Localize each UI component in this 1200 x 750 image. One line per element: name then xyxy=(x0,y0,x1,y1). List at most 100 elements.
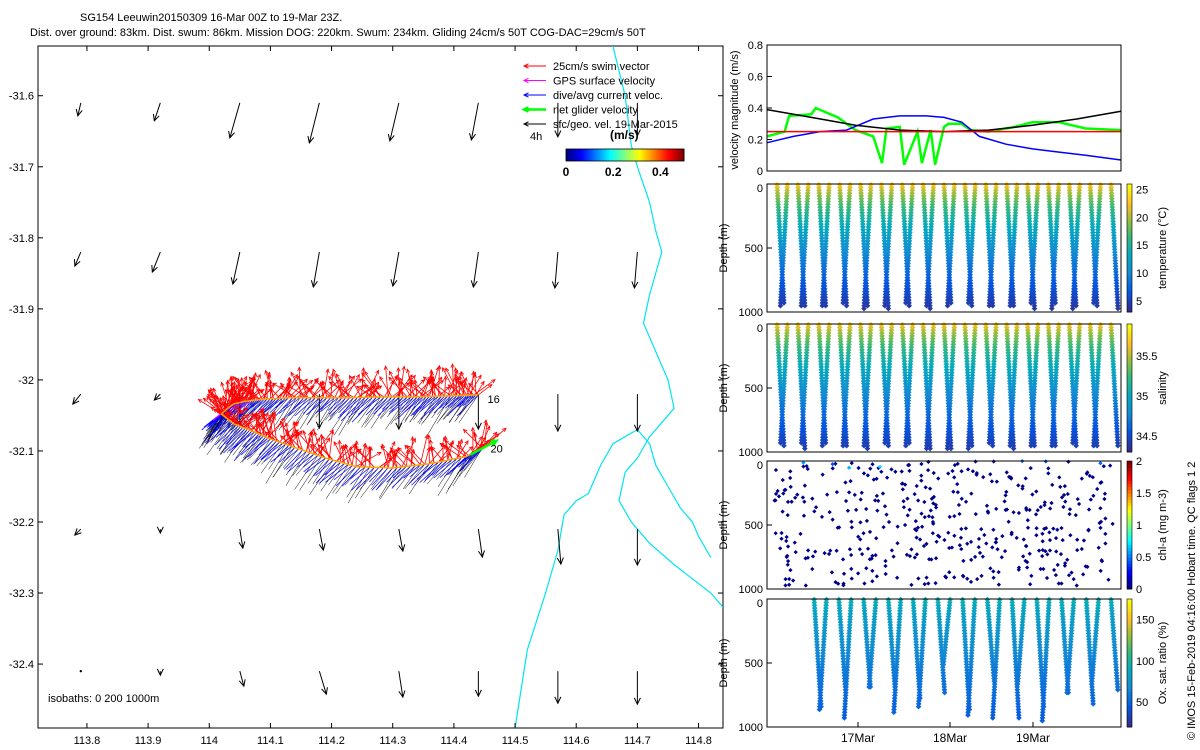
temperature-colorbar-cell xyxy=(1127,254,1132,259)
swim-vector xyxy=(406,368,415,397)
geo-vector-shaft xyxy=(557,529,562,565)
swim-vector xyxy=(405,449,410,467)
temperature-colorbar-cell xyxy=(1127,216,1132,220)
chla-point xyxy=(843,480,848,485)
swim-vector xyxy=(379,376,393,398)
swim-vector-shaft xyxy=(299,387,313,398)
sfc-vector xyxy=(359,467,380,490)
swim-vector-head xyxy=(292,420,297,426)
temperature-colorbar-cell xyxy=(1127,273,1132,278)
swim-vector xyxy=(447,381,464,397)
swim-vector-head xyxy=(390,379,395,385)
swim-vector-shaft xyxy=(276,381,298,399)
swim-vector-head xyxy=(325,368,330,374)
swim-vector-shaft xyxy=(339,440,342,463)
swim-vector-head xyxy=(264,381,269,387)
geo-vector-shaft xyxy=(392,251,400,287)
map-x-tick-label: 113.8 xyxy=(74,735,101,747)
chla-point xyxy=(965,467,971,472)
swim-vector-head xyxy=(303,378,308,384)
salinity-colorbar-cell xyxy=(1127,397,1132,402)
swim-vector xyxy=(419,375,432,397)
swim-vector-head xyxy=(431,446,436,451)
swim-vector xyxy=(484,427,507,447)
colorbar-cell xyxy=(566,149,569,161)
swim-vector-head xyxy=(450,363,455,368)
geo-vector-head xyxy=(556,557,564,566)
geo-vector xyxy=(310,251,320,289)
net-velocity-vector-head xyxy=(490,439,500,447)
sfc-vector xyxy=(394,396,415,421)
chla-point xyxy=(1058,484,1063,489)
sfc-vector xyxy=(295,453,315,476)
geo-vector-shaft xyxy=(398,671,404,698)
swim-vector-shaft xyxy=(380,446,403,468)
dac-vector xyxy=(433,458,458,479)
salinity-colorbar-cell xyxy=(1127,420,1132,424)
swim-vector-head xyxy=(225,379,230,385)
sfc-vector xyxy=(315,397,332,418)
temperature-colorbar-cell xyxy=(1127,200,1132,204)
chla-point xyxy=(1000,533,1005,539)
swim-vector-head xyxy=(270,411,276,417)
swim-vector-shaft xyxy=(326,381,343,398)
swim-vector-head xyxy=(450,439,455,445)
chla-point xyxy=(870,579,875,584)
swim-vector-shaft xyxy=(390,447,407,467)
swim-vector-shaft xyxy=(270,385,284,399)
chla-point xyxy=(902,522,908,528)
chla-point xyxy=(773,531,778,536)
dac-vector xyxy=(269,397,286,414)
swim-vector-shaft xyxy=(413,376,435,398)
chla-point xyxy=(785,544,791,549)
swim-vector xyxy=(439,442,462,458)
chla-point xyxy=(849,566,854,571)
sfc-vector xyxy=(408,463,430,495)
chla-point xyxy=(859,490,864,495)
swim-vector-head xyxy=(391,440,396,446)
sfc-vector xyxy=(379,466,403,500)
dac-vector xyxy=(439,457,462,478)
swim-vector-head xyxy=(335,373,340,378)
swim-vector-shaft xyxy=(390,448,398,468)
swim-vector-head xyxy=(256,373,261,379)
swim-vector xyxy=(276,381,299,399)
chla-point xyxy=(1030,492,1035,497)
swim-vector xyxy=(478,384,493,396)
colorbar-cell xyxy=(619,149,622,161)
geo-vector xyxy=(390,251,400,288)
swim-vector-head xyxy=(257,423,263,429)
temperature-colorbar-tick: 15 xyxy=(1136,240,1148,252)
colorbar-tick-label: 0.2 xyxy=(605,165,622,179)
chla-point xyxy=(959,469,964,474)
swim-vector-head xyxy=(221,394,226,400)
salinity-colorbar-cell xyxy=(1127,391,1132,395)
swim-vector-head xyxy=(427,375,432,380)
geo-vector-shaft xyxy=(470,102,479,140)
geo-vector-shaft xyxy=(318,671,327,695)
swim-vector-shaft xyxy=(406,450,409,467)
swim-vector-head xyxy=(235,405,241,410)
chla-point xyxy=(846,465,852,470)
dac-vector xyxy=(224,428,246,449)
swim-vector xyxy=(279,435,293,447)
geo-vector-shaft xyxy=(153,393,161,401)
dac-vector xyxy=(263,443,286,463)
swim-vector-shaft xyxy=(338,378,362,398)
sfc-vector xyxy=(399,396,418,425)
geo-vector-head xyxy=(395,422,403,431)
dac-vector xyxy=(261,398,277,412)
dac-vector xyxy=(258,439,274,456)
legend-arrow-head xyxy=(522,63,529,69)
swim-vector-shaft xyxy=(479,426,491,450)
temperature-colorbar-tick: 20 xyxy=(1136,212,1148,224)
swim-vector-head xyxy=(354,440,359,445)
swim-vector xyxy=(367,445,372,468)
swim-vector-shaft xyxy=(442,367,458,396)
chla-point xyxy=(934,539,939,544)
geo-vector-head xyxy=(398,690,406,699)
swim-vector xyxy=(337,439,342,463)
chla-point xyxy=(1096,545,1101,550)
swim-vector-shaft xyxy=(347,446,352,465)
